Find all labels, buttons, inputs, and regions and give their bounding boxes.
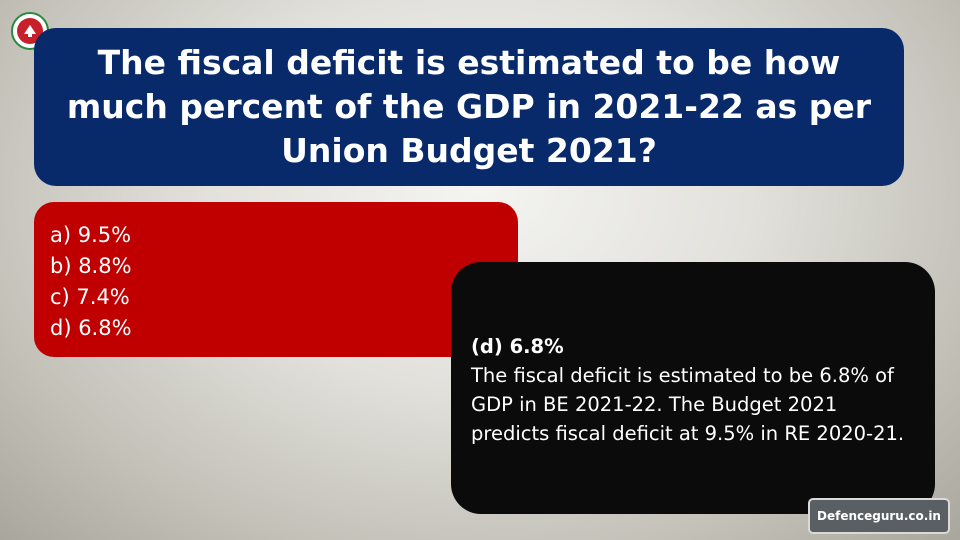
answer-panel: (d) 6.8% The fiscal deficit is estimated… xyxy=(451,262,935,514)
option-c: c) 7.4% xyxy=(50,285,130,309)
option-d: d) 6.8% xyxy=(50,316,132,340)
answer-explanation: The fiscal deficit is estimated to be 6.… xyxy=(471,364,905,445)
question-panel: The fiscal deficit is estimated to be ho… xyxy=(34,28,904,186)
logo-emblem-icon xyxy=(17,18,43,44)
watermark-text: Defenceguru.co.in xyxy=(817,509,941,523)
options-panel: a) 9.5% b) 8.8% c) 7.4% d) 6.8% xyxy=(34,202,518,357)
watermark-badge: Defenceguru.co.in xyxy=(808,498,950,534)
option-a: a) 9.5% xyxy=(50,223,132,247)
option-b: b) 8.8% xyxy=(50,254,132,278)
question-text: The fiscal deficit is estimated to be ho… xyxy=(66,43,872,170)
logo-mark-icon xyxy=(24,25,36,37)
answer-label: (d) 6.8% xyxy=(471,335,564,358)
